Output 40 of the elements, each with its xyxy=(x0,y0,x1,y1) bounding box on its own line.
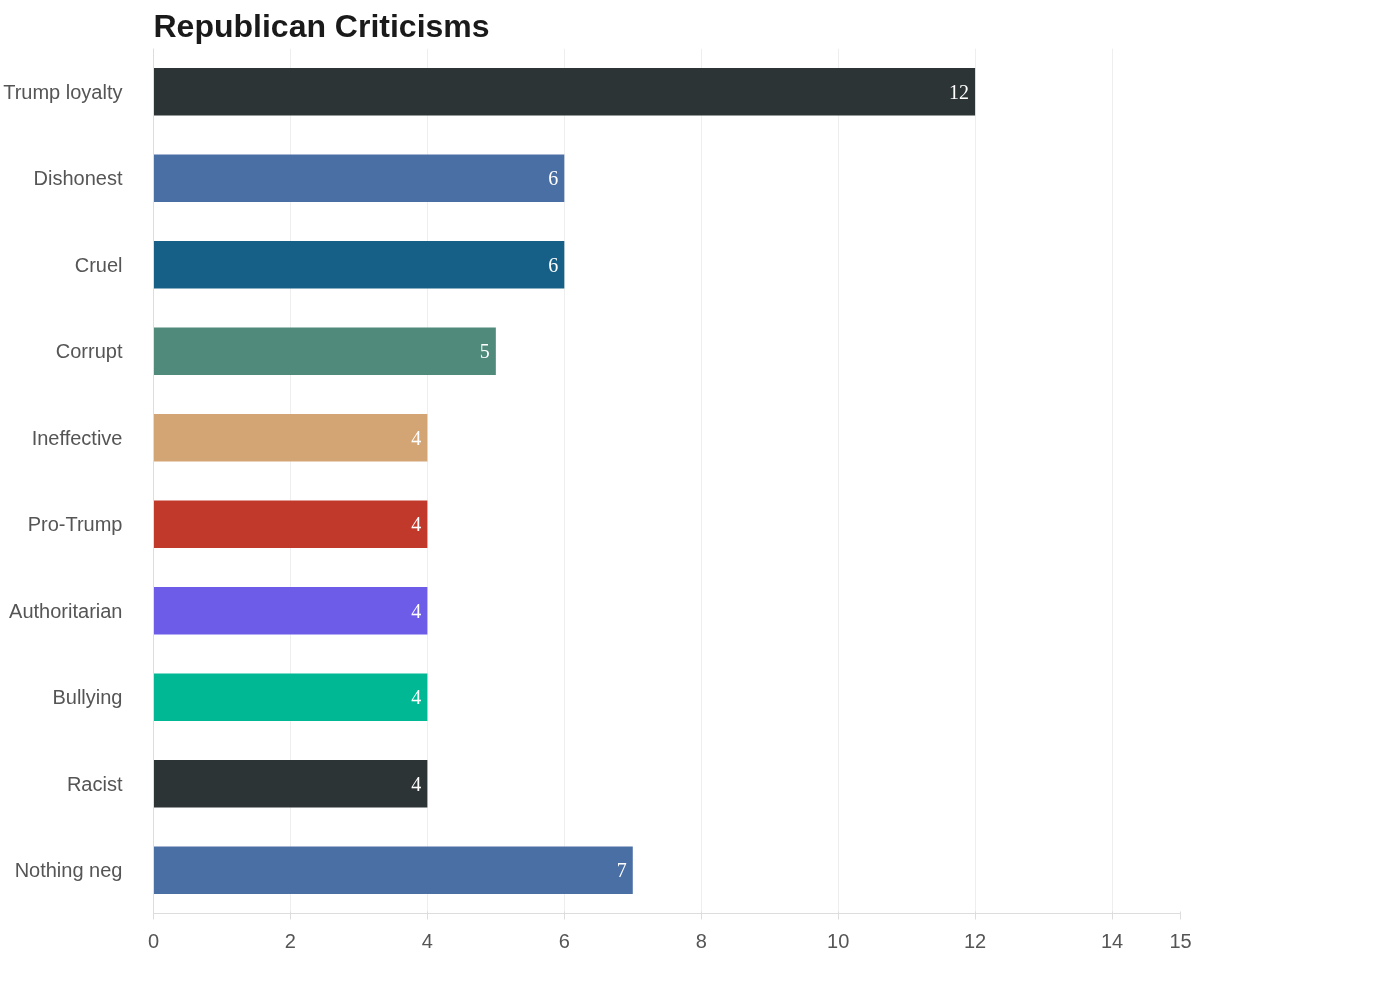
data-label: 7 xyxy=(616,859,627,882)
bar xyxy=(153,67,976,116)
data-label: 6 xyxy=(548,253,559,276)
bar xyxy=(153,586,428,635)
y-tick-label: Ineffective xyxy=(31,426,123,449)
data-label: 6 xyxy=(548,167,559,190)
data-label: 4 xyxy=(411,599,422,622)
bar xyxy=(153,846,633,895)
data-label: 5 xyxy=(479,340,490,363)
y-tick-label: Racist xyxy=(66,772,123,795)
data-label: 12 xyxy=(949,80,970,103)
bar xyxy=(153,327,496,376)
x-tick-label: 14 xyxy=(1100,929,1124,952)
y-tick-label: Dishonest xyxy=(33,167,123,190)
y-tick-label: Trump loyalty xyxy=(3,80,123,103)
x-tick-label: 15 xyxy=(1169,929,1192,952)
x-tick-label: 6 xyxy=(558,929,570,952)
x-tick-label: 12 xyxy=(963,929,987,952)
x-tick-label: 2 xyxy=(284,929,296,952)
y-tick-label: Cruel xyxy=(74,253,123,276)
x-tick-label: 0 xyxy=(147,929,160,952)
bar xyxy=(153,413,428,462)
data-label: 4 xyxy=(411,426,422,449)
y-tick-label: Pro-Trump xyxy=(27,513,123,536)
y-tick-label: Corrupt xyxy=(55,340,123,363)
x-tick-label: 10 xyxy=(827,929,850,952)
bar xyxy=(153,759,428,808)
bar xyxy=(153,154,565,203)
data-label: 4 xyxy=(411,772,422,795)
bar xyxy=(153,240,565,289)
x-tick-label: 4 xyxy=(421,929,433,952)
x-tick-label: 8 xyxy=(695,929,707,952)
bar xyxy=(153,500,428,549)
bar xyxy=(153,673,428,722)
y-tick-label: Authoritarian xyxy=(9,599,123,622)
y-tick-label: Nothing neg xyxy=(14,859,123,882)
y-tick-label: Bullying xyxy=(52,686,123,709)
chart-title: Republican Criticisms xyxy=(153,7,490,44)
data-label: 4 xyxy=(411,513,422,536)
data-label: 4 xyxy=(411,686,422,709)
